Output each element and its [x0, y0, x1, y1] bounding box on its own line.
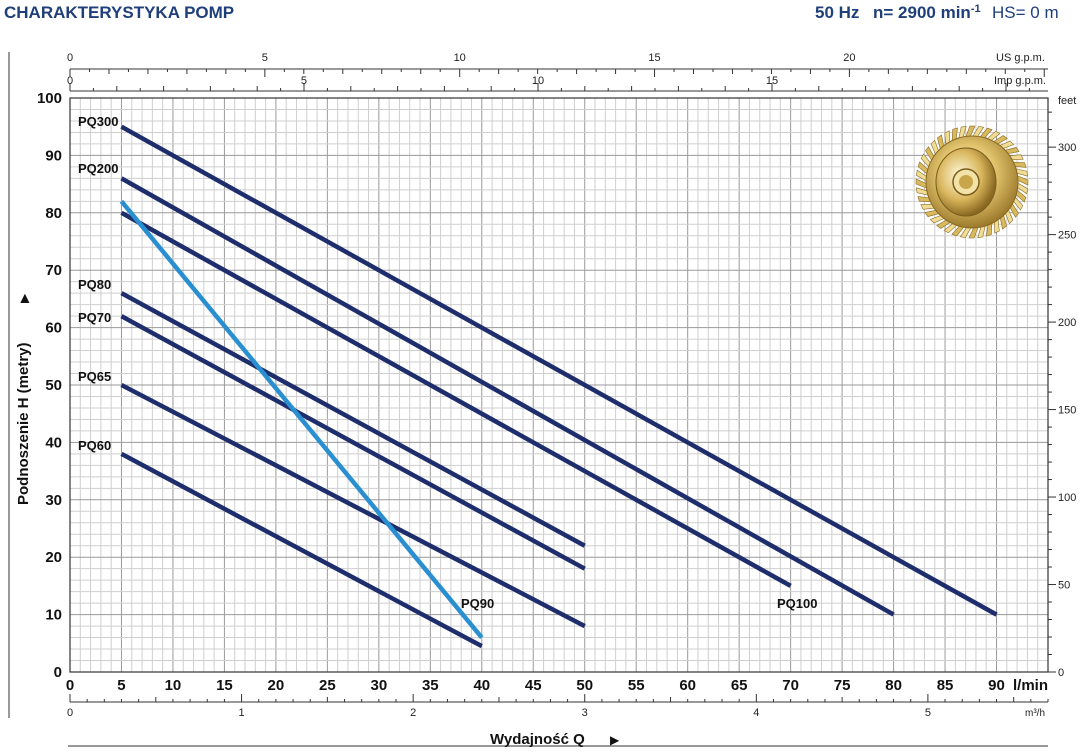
y-tick-label: 60 — [45, 320, 62, 337]
y-axis-arrow: ▶ — [17, 293, 31, 303]
x-tick-label: 25 — [319, 677, 336, 694]
imp-gpm-unit: Imp g.p.m. — [994, 75, 1046, 87]
x-axis-title: Wydajność Q — [490, 731, 585, 748]
m3h-tick-label: 5 — [925, 707, 931, 719]
x-tick-label: 5 — [117, 677, 125, 694]
series-label-pq300: PQ300 — [78, 114, 118, 129]
imp-gpm-tick-label: 10 — [532, 75, 544, 87]
feet-tick-label: 200 — [1058, 317, 1076, 329]
x-tick-label: 75 — [834, 677, 851, 694]
series-label-pq200: PQ200 — [78, 161, 118, 176]
x-tick-label: 65 — [731, 677, 748, 694]
x-tick-label: 50 — [576, 677, 593, 694]
series-line-pq90 — [119, 199, 484, 639]
series-line-pq200 — [120, 176, 895, 617]
x-tick-label: 40 — [473, 677, 490, 694]
us-gpm-tick-label: 0 — [67, 52, 73, 64]
y-tick-label: 30 — [45, 492, 62, 509]
us-gpm-unit: US g.p.m. — [996, 52, 1045, 64]
series-label-pq80: PQ80 — [78, 277, 111, 292]
y-tick-label: 40 — [45, 434, 62, 451]
m3h-tick-label: 4 — [753, 707, 759, 719]
x-tick-label: 35 — [422, 677, 439, 694]
x-tick-label: 10 — [165, 677, 182, 694]
imp-gpm-axis: Imp g.p.m. 0 5 10 15 — [67, 75, 1048, 92]
x-tick-label: 45 — [525, 677, 542, 694]
m3h-tick-label: 1 — [239, 707, 245, 719]
x-tick-label: 90 — [988, 677, 1005, 694]
us-gpm-tick-label: 15 — [648, 52, 660, 64]
imp-gpm-tick-label: 15 — [766, 75, 778, 87]
x-tick-label: 30 — [370, 677, 387, 694]
us-gpm-axis: US g.p.m. 0 5 10 15 20 — [67, 52, 1048, 77]
feet-tick-label: 250 — [1058, 230, 1076, 242]
us-gpm-tick-label: 5 — [262, 52, 268, 64]
series-line-pq65 — [120, 383, 586, 629]
x-tick-label: 15 — [216, 677, 233, 694]
speed-exponent: -1 — [971, 3, 981, 15]
series-label-pq65: PQ65 — [78, 369, 111, 384]
series-layer: PQ300 PQ200 PQ100 PQ80 PQ70 PQ65 PQ60 PQ90 — [78, 114, 998, 649]
x-tick-label: 60 — [679, 677, 696, 694]
m3h-tick-label: 0 — [67, 707, 73, 719]
y-tick-label: 70 — [45, 262, 62, 279]
m3h-tick-label: 2 — [410, 707, 416, 719]
feet-tick-label: 100 — [1058, 492, 1076, 504]
y-tick-label: 80 — [45, 205, 62, 222]
impeller-image — [915, 125, 1029, 239]
feet-tick-label: 300 — [1058, 142, 1076, 154]
x-tick-label: 85 — [937, 677, 954, 694]
y-axis-title: Podnoszenie H (metry) ▶ — [15, 293, 32, 505]
m3h-tick-label: 3 — [582, 707, 588, 719]
x-axis-lmin: l/min 0 5 10 15 20 25 30 35 40 45 50 55 60 65 70 75 80 85… — [66, 677, 1048, 694]
series-line-pq100 — [120, 210, 792, 588]
y-tick-label: 50 — [45, 377, 62, 394]
svg-text:Podnoszenie H (metry): Podnoszenie H (metry) — [15, 342, 32, 505]
feet-unit: feet — [1058, 95, 1076, 107]
y-axis: 0 10 20 30 40 50 60 70 80 90 100 — [37, 90, 62, 681]
series-label-pq70: PQ70 — [78, 310, 111, 325]
y-tick-label: 20 — [45, 549, 62, 566]
us-gpm-tick-label: 10 — [454, 52, 466, 64]
imp-gpm-tick-label: 0 — [67, 75, 73, 87]
x-tick-label: 70 — [782, 677, 799, 694]
series-line-pq300 — [120, 124, 998, 617]
series-line-pq60 — [120, 451, 483, 649]
m3h-unit: m³/h — [1025, 708, 1045, 719]
y-tick-label: 90 — [45, 147, 62, 164]
x-axis-arrow: ▶ — [610, 733, 620, 747]
series-line-pq70 — [120, 314, 586, 571]
y-tick-label: 10 — [45, 607, 62, 624]
m3h-axis: m³/h 0 1 2 3 4 5 — [67, 694, 1049, 719]
x-unit-label: l/min — [1013, 677, 1048, 694]
imp-gpm-tick-label: 5 — [301, 75, 307, 87]
grid — [69, 97, 1049, 673]
series-label-pq60: PQ60 — [78, 438, 111, 453]
feet-tick-label: 0 — [1058, 667, 1064, 679]
y-tick-label: 0 — [54, 664, 62, 681]
speed-label: n= 2900 min-1 — [873, 3, 981, 22]
hs-label: HS= 0 m — [992, 3, 1059, 22]
chart-title: CHARAKTERYSTYKA POMP — [4, 3, 234, 22]
plot-frame — [69, 97, 1049, 673]
x-tick-label: 55 — [628, 677, 645, 694]
x-tick-label: 20 — [268, 677, 285, 694]
feet-axis: feet 0 50 100 150 200 250 300 — [1048, 95, 1076, 679]
feet-tick-label: 50 — [1058, 580, 1070, 592]
feet-tick-label: 150 — [1058, 405, 1076, 417]
series-label-pq100: PQ100 — [777, 596, 817, 611]
y-tick-label: 100 — [37, 90, 62, 107]
x-tick-label: 80 — [885, 677, 902, 694]
x-tick-label: 0 — [66, 677, 74, 694]
series-line-pq80 — [120, 291, 586, 548]
us-gpm-tick-label: 20 — [843, 52, 855, 64]
series-label-pq90: PQ90 — [461, 596, 494, 611]
frequency-label: 50 Hz — [815, 3, 859, 22]
